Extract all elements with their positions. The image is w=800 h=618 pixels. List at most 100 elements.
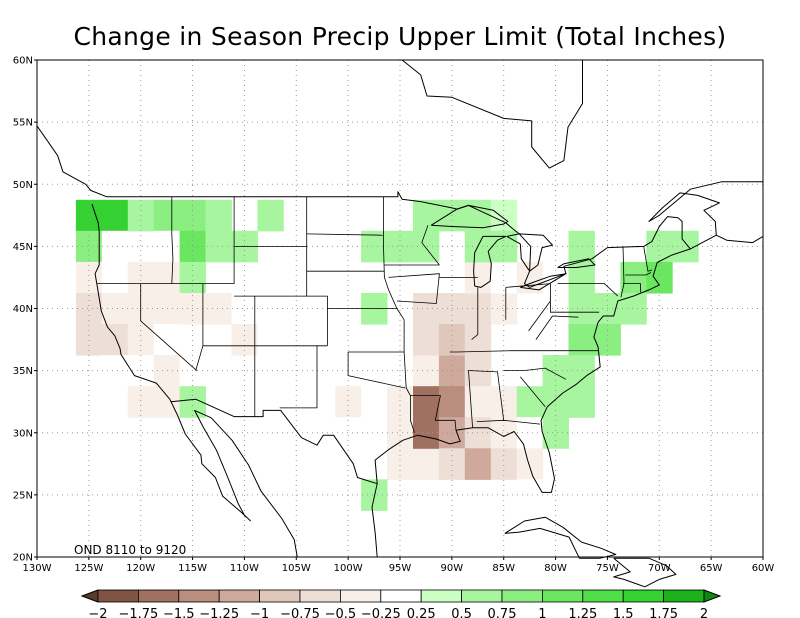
lat-tick-label: 60N [13, 56, 33, 67]
colorbar-swatch [178, 589, 220, 603]
lon-tick-label: 130W [23, 563, 52, 574]
heatmap-cell [153, 199, 181, 232]
heatmap-cell [438, 386, 466, 418]
heatmap-cell [413, 386, 440, 418]
heatmap-cell [464, 448, 492, 480]
colorbar-swatch [501, 589, 543, 603]
lake-superior [430, 204, 509, 229]
heatmap-cell [101, 355, 129, 387]
heatmap-cell [75, 293, 103, 325]
map-title: Change in Season Precip Upper Limit (Tot… [73, 22, 727, 51]
heatmap-cell [231, 293, 258, 325]
colorbar-label: −0.75 [280, 607, 320, 618]
baja-gulf-coast [194, 409, 298, 558]
state-boundary [97, 196, 235, 284]
heatmap-cell [101, 293, 129, 325]
lon-tick-label: 110W [230, 563, 259, 574]
colorbar-label: 1.75 [649, 607, 678, 618]
heatmap-cell [283, 386, 310, 418]
heatmap-cell [205, 199, 232, 232]
colorbar-swatch [137, 589, 180, 603]
state-boundary [528, 300, 551, 332]
coastlines-and-borders [36, 59, 764, 588]
colorbar-swatch [542, 589, 584, 603]
heatmap-cell [179, 261, 206, 294]
heatmap-cell [413, 324, 440, 356]
lon-tick-label: 95W [389, 563, 412, 574]
lat-tick-label: 45N [13, 242, 33, 253]
heatmap-cell [231, 386, 258, 418]
colorbar-swatch [380, 589, 422, 603]
heatmap-cell [516, 448, 544, 480]
heatmap-cell [309, 386, 336, 418]
state-boundary [306, 233, 384, 236]
state-boundary [471, 287, 479, 340]
heatmap-cell [413, 355, 440, 387]
cuba [504, 516, 617, 559]
heatmap-cell [387, 230, 414, 263]
colorbar-swatch [299, 589, 341, 603]
colorbar-swatch [663, 589, 705, 603]
lake-michigan [473, 235, 507, 288]
colorbar-low-arrow [80, 589, 99, 603]
colorbar-label: 1 [538, 607, 546, 618]
state-boundary [449, 350, 599, 353]
lon-tick-label: 100W [334, 563, 363, 574]
state-boundary [476, 419, 541, 425]
lat-tick-label: 35N [13, 366, 33, 377]
heatmap-cell [153, 293, 181, 325]
state-boundary [410, 395, 457, 431]
heatmap-cell [257, 386, 284, 418]
heatmap-cell [387, 417, 414, 449]
state-boundary [347, 352, 406, 389]
colorbar-label: −0.25 [361, 607, 401, 618]
colorbar-label: 1.25 [568, 607, 597, 618]
colorbar-label: 1.5 [613, 607, 634, 618]
colorbar-swatch [218, 589, 260, 603]
lake-huron [506, 233, 553, 272]
state-boundary [625, 272, 652, 276]
colorbar-label: 0.25 [407, 607, 436, 618]
axis-ticks: 130W 125W 120W 115W 110W 105W 100W 95W 90W 85W 80W… [13, 56, 775, 575]
heatmap-cell [257, 293, 284, 325]
state-boundary [171, 196, 174, 284]
heatmap-cell [153, 355, 181, 387]
colorbar-swatch [97, 589, 139, 603]
mexico-border [170, 398, 378, 485]
lat-tick-label: 20N [13, 553, 33, 564]
lon-tick-label: 65W [700, 563, 723, 574]
heatmap-cell [490, 417, 518, 449]
colorbar-label: −1.75 [118, 607, 158, 618]
heatmap-cell [413, 199, 440, 232]
heatmap-cell [516, 479, 544, 511]
colorbar-swatch [420, 589, 463, 603]
state-boundary [348, 308, 405, 353]
heatmap-cell [413, 417, 440, 449]
colorbar-label: −2 [88, 607, 107, 618]
lon-tick-label: 90W [441, 563, 464, 574]
colorbar-swatch [339, 589, 382, 603]
heatmap-cell [335, 386, 362, 418]
colorbar-high-arrow [703, 589, 722, 603]
lat-tick-label: 50N [13, 180, 33, 191]
colorbar-swatch [461, 589, 503, 603]
colorbar-label: −1 [250, 607, 269, 618]
lat-lon-gridlines [37, 60, 763, 557]
canada-east-coast [648, 181, 763, 236]
heatmap-cell [490, 386, 518, 418]
colorbar: −2 −1.75 −1.5 −1.25 −1 −0.75 −0.5 −0.25 0.25 0.5 0… [80, 589, 722, 618]
colorbar-label: 0.5 [451, 607, 472, 618]
heatmap-cell [101, 261, 129, 294]
state-boundary [383, 196, 398, 309]
lat-tick-label: 30N [13, 428, 33, 439]
heatmap-cell [101, 324, 129, 356]
heatmap-cell [361, 386, 388, 418]
colorbar-label: −0.5 [325, 607, 357, 618]
heatmap-cell [101, 230, 129, 263]
heatmap-cell [516, 386, 544, 418]
colorbar-label: −1.25 [199, 607, 239, 618]
colorbar-label: 0.75 [488, 607, 517, 618]
state-boundary [550, 283, 600, 313]
heatmap-cell [413, 448, 440, 480]
